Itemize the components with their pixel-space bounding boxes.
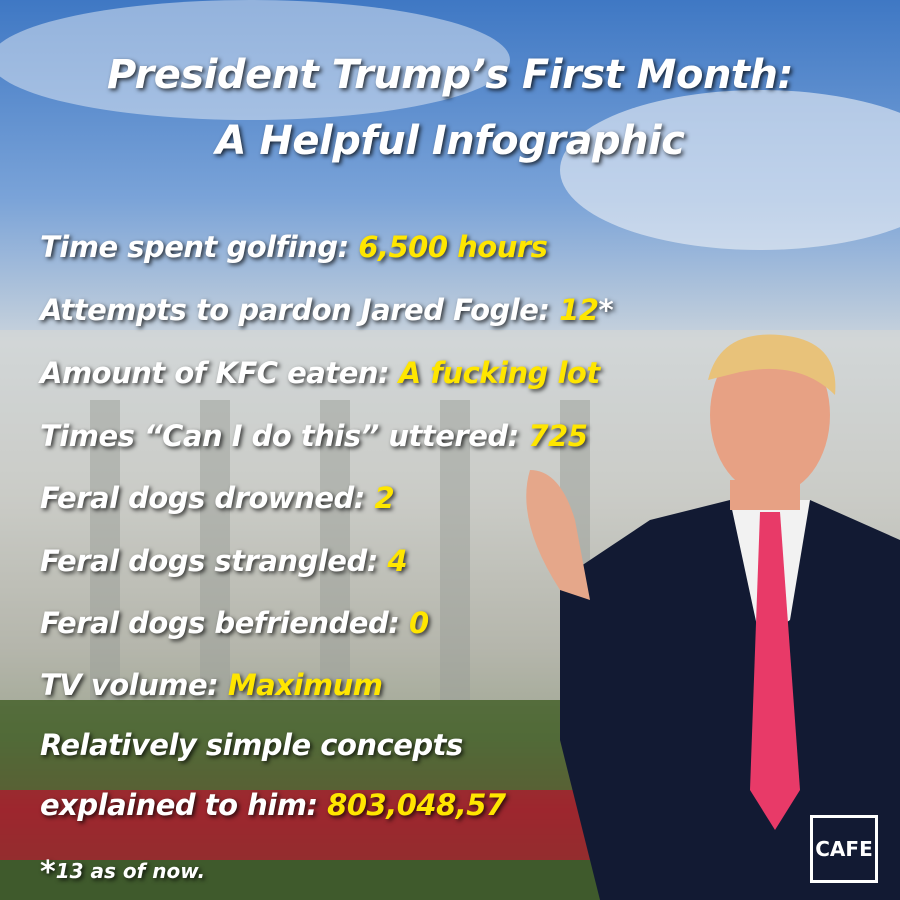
row-value: A fucking lot: [398, 356, 600, 390]
row: Feral dogs befriended: 0: [40, 606, 429, 640]
cafe-logo: CAFE: [810, 815, 878, 883]
row-label: Feral dogs drowned:: [40, 481, 365, 515]
row-value: 2: [374, 481, 395, 515]
footnote-text: 13 as of now.: [55, 859, 206, 883]
row-value: 0: [408, 606, 429, 640]
row-value: 4: [387, 544, 408, 578]
row-label: explained to him:: [40, 788, 318, 822]
footnote-marker: *: [40, 855, 56, 890]
row-label: Time spent golfing:: [40, 230, 349, 264]
row-label: Attempts to pardon Jared Fogle:: [40, 293, 550, 327]
row: Amount of KFC eaten: A fucking lot: [40, 356, 600, 390]
row-suffix: *: [598, 293, 614, 327]
row: Relatively simple concepts: [40, 728, 463, 762]
row-label: Amount of KFC eaten:: [40, 356, 390, 390]
row-value: 12: [559, 293, 599, 327]
row: Feral dogs drowned: 2: [40, 481, 395, 515]
row: explained to him: 803,048,57: [40, 788, 506, 822]
row-label: TV volume:: [40, 668, 219, 702]
title-line: A Helpful Infographic: [215, 118, 685, 164]
row: Times “Can I do this” uttered: 725: [40, 419, 588, 453]
row-value: 6,500 hours: [358, 230, 548, 264]
footnote: *13 as of now.: [40, 855, 205, 890]
person-illustration: [526, 334, 900, 900]
row: TV volume: Maximum: [40, 668, 383, 702]
row-label: Feral dogs strangled:: [40, 544, 378, 578]
row-label: Relatively simple concepts: [40, 728, 463, 762]
row: Time spent golfing: 6,500 hours: [40, 230, 548, 264]
row-label: Feral dogs befriended:: [40, 606, 400, 640]
title-line: President Trump’s First Month:: [106, 52, 794, 98]
row: Attempts to pardon Jared Fogle: 12*: [40, 293, 614, 327]
row-label: Times “Can I do this” uttered:: [40, 419, 519, 453]
row-value: 803,048,57: [327, 788, 506, 822]
row-value: Maximum: [227, 668, 383, 702]
row: Feral dogs strangled: 4: [40, 544, 408, 578]
row-value: 725: [528, 419, 588, 453]
